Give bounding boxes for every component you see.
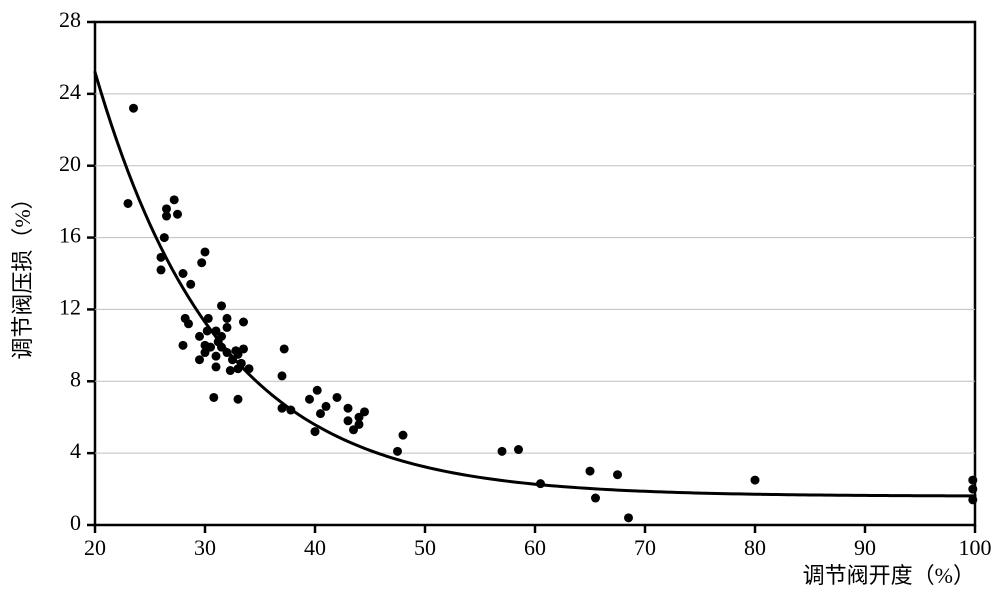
x-tick-label: 100 [959, 535, 992, 560]
scatter-point [129, 104, 138, 113]
x-tick-label: 30 [194, 535, 216, 560]
y-tick-label: 0 [70, 510, 81, 535]
scatter-point [226, 366, 235, 375]
scatter-point [313, 386, 322, 395]
scatter-point [316, 409, 325, 418]
scatter-point [186, 280, 195, 289]
scatter-point [322, 402, 331, 411]
scatter-point [968, 476, 977, 485]
scatter-point [195, 355, 204, 364]
scatter-point [201, 247, 210, 256]
scatter-point [360, 407, 369, 416]
scatter-point [355, 420, 364, 429]
scatter-point [286, 406, 295, 415]
scatter-point [223, 314, 232, 323]
scatter-point [498, 447, 507, 456]
x-tick-label: 40 [304, 535, 326, 560]
scatter-point [751, 476, 760, 485]
scatter-point [514, 445, 523, 454]
x-axis-label: 调节阀开度（%） [803, 563, 975, 588]
scatter-point [195, 332, 204, 341]
scatter-chart: 0 4 8 12 16 20 24 28 20 30 40 50 60 70 80 90 100 调节阀开度（%）… [0, 0, 1000, 597]
scatter-point [344, 404, 353, 413]
scatter-point [305, 395, 314, 404]
scatter-point [157, 265, 166, 274]
scatter-point [968, 485, 977, 494]
scatter-point [170, 195, 179, 204]
scatter-point [239, 318, 248, 327]
y-axis-label: 调节阀压损（%） [10, 187, 35, 359]
scatter-point [212, 352, 221, 361]
scatter-point [223, 348, 232, 357]
x-tick-label: 70 [634, 535, 656, 560]
scatter-point [237, 359, 246, 368]
scatter-point [586, 467, 595, 476]
plot-bg [0, 0, 1000, 597]
scatter-point [223, 323, 232, 332]
scatter-point [239, 344, 248, 353]
scatter-point [613, 470, 622, 479]
x-tick-label: 90 [854, 535, 876, 560]
scatter-point [536, 479, 545, 488]
scatter-point [173, 210, 182, 219]
scatter-point [217, 301, 226, 310]
scatter-point [333, 393, 342, 402]
y-tick-label: 24 [59, 79, 81, 104]
x-tick-label: 20 [84, 535, 106, 560]
x-tick-label: 80 [744, 535, 766, 560]
scatter-point [393, 447, 402, 456]
scatter-point [209, 393, 218, 402]
scatter-point [234, 395, 243, 404]
scatter-point [624, 513, 633, 522]
scatter-point [206, 343, 215, 352]
scatter-point [278, 371, 287, 380]
y-tick-label: 20 [59, 151, 81, 176]
scatter-point [160, 233, 169, 242]
scatter-point [179, 341, 188, 350]
scatter-point [157, 253, 166, 262]
x-tick-label: 60 [524, 535, 546, 560]
scatter-point [184, 319, 193, 328]
y-tick-label: 4 [70, 438, 81, 463]
scatter-point [278, 404, 287, 413]
scatter-point [204, 314, 213, 323]
y-tick-label: 28 [59, 7, 81, 32]
scatter-point [344, 416, 353, 425]
scatter-point [591, 494, 600, 503]
scatter-point [179, 269, 188, 278]
y-tick-label: 8 [70, 366, 81, 391]
scatter-point [212, 362, 221, 371]
y-tick-label: 12 [59, 294, 81, 319]
scatter-point [197, 258, 206, 267]
scatter-point [399, 431, 408, 440]
scatter-point [311, 427, 320, 436]
chart-container: 0 4 8 12 16 20 24 28 20 30 40 50 60 70 80 90 100 调节阀开度（%）… [0, 0, 1000, 597]
x-tick-label: 50 [414, 535, 436, 560]
scatter-point [280, 344, 289, 353]
scatter-point [203, 326, 212, 335]
scatter-point [217, 332, 226, 341]
scatter-point [968, 495, 977, 504]
y-tick-label: 16 [59, 223, 81, 248]
scatter-point [124, 199, 133, 208]
scatter-point [162, 204, 171, 213]
scatter-point [245, 364, 254, 373]
